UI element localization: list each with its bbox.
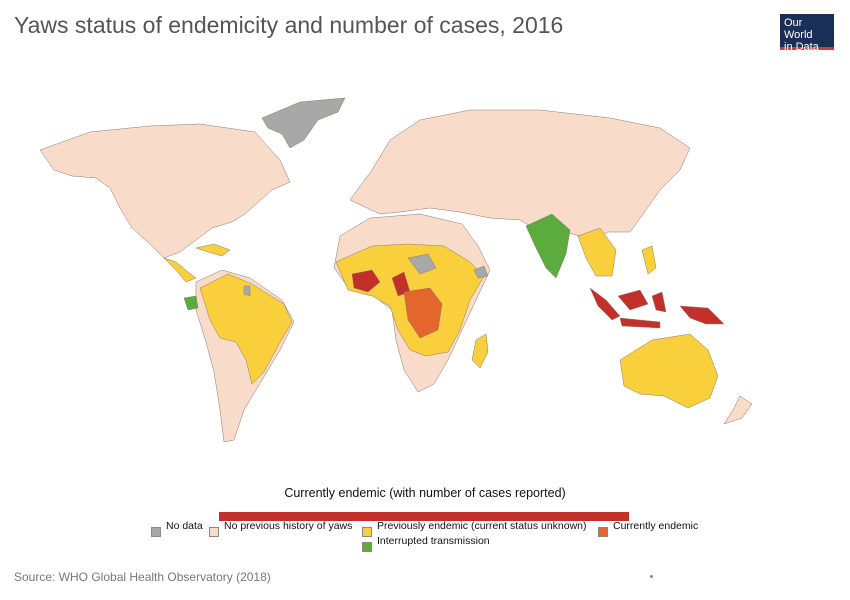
french-guiana-region[interactable]	[243, 285, 251, 297]
legend-label-previously-endemic: Previously endemic (current status unkno…	[377, 520, 587, 532]
somalia-no-data[interactable]	[473, 265, 489, 279]
chart-title: Yaws status of endemicity and number of …	[14, 12, 564, 38]
indonesia-region[interactable]	[589, 287, 667, 329]
legend-swatch-currently-endemic	[598, 527, 608, 537]
legend-color-bar	[219, 512, 629, 521]
legend-label-currently-endemic: Currently endemic	[613, 520, 699, 532]
legend-label-interrupted: Interrupted transmission	[377, 535, 490, 547]
southeast-asia-region[interactable]	[577, 227, 617, 277]
eurasia-region[interactable]	[349, 109, 691, 241]
central-america-region[interactable]	[163, 257, 197, 283]
legend-swatch-interrupted	[362, 542, 372, 552]
png-region[interactable]	[679, 305, 725, 325]
owid-logo[interactable]: Our World in Data	[780, 14, 834, 53]
greenland-region[interactable]	[261, 97, 346, 149]
new-zealand-region[interactable]	[723, 395, 753, 425]
logo-line-1: Our World	[784, 17, 813, 41]
legend-swatch-previously-endemic	[362, 527, 372, 537]
decorative-dot	[650, 575, 653, 578]
source-note: Source: WHO Global Health Observatory (2…	[14, 570, 271, 584]
south-america-endemic-region[interactable]	[199, 273, 293, 385]
legend-label-no-history: No previous history of yaws	[224, 520, 353, 532]
australia-region[interactable]	[619, 333, 719, 409]
north-america-region[interactable]	[39, 123, 291, 259]
logo-line-2: in Data	[784, 41, 819, 53]
central-africa-no-data[interactable]	[407, 253, 437, 275]
india-region[interactable]	[525, 213, 571, 279]
west-africa-endemic[interactable]	[351, 269, 381, 293]
madagascar-region[interactable]	[471, 333, 489, 369]
legend-swatch-no-history	[209, 527, 219, 537]
congo-endemic[interactable]	[403, 287, 443, 339]
world-map	[39, 97, 753, 443]
legend-swatch-no-data	[151, 527, 161, 537]
legend-label-no-data: No data	[166, 520, 203, 532]
caribbean-region[interactable]	[195, 243, 231, 257]
philippines-region[interactable]	[641, 245, 657, 275]
ecuador-region[interactable]	[183, 295, 199, 311]
legend-heading: Currently endemic (with number of cases …	[284, 486, 566, 500]
